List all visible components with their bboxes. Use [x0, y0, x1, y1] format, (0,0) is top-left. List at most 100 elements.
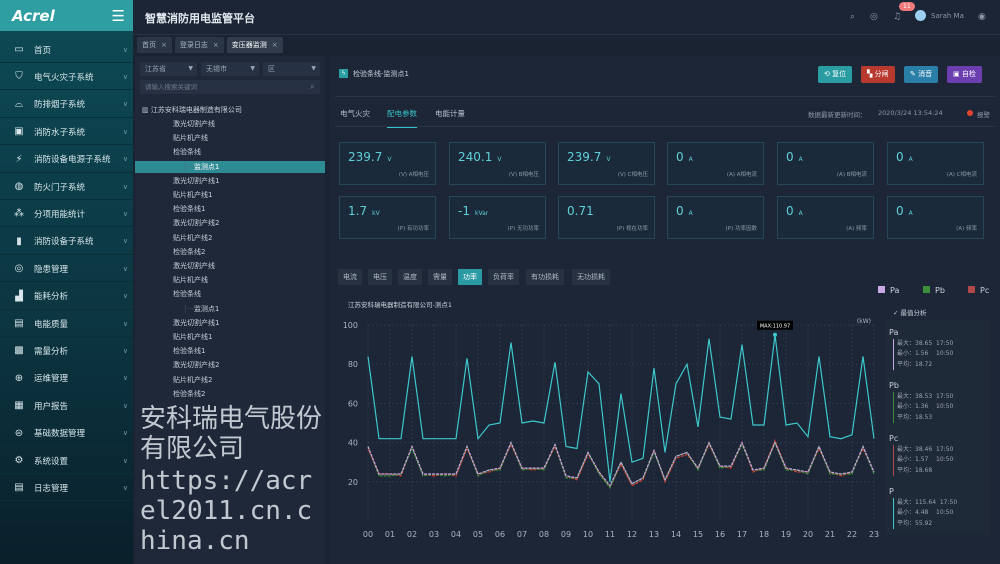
sidebar-item-label: 防排烟子系统 [34, 100, 86, 111]
chart-tab[interactable]: 温度 [398, 269, 422, 285]
tree-node[interactable]: 激光切割产线2 [135, 217, 325, 229]
extreme-label: 最值分析 [900, 309, 927, 317]
sidebar-item[interactable]: ▭ 首页 ∨ [0, 37, 133, 63]
x-tick-label: 07 [517, 530, 527, 539]
sidebar-item[interactable]: ▮ 消防设备子系统 ∨ [0, 229, 133, 255]
legend-swatch [878, 286, 885, 293]
sidebar-item[interactable]: ▣ 消防水子系统 ∨ [0, 119, 133, 146]
sidebar-item[interactable]: ⛉ 电气火灾子系统 ∨ [0, 64, 133, 91]
sidebar-item[interactable]: ◍ 防火门子系统 ∨ [0, 174, 133, 200]
district-select[interactable]: 区 ▼ [263, 62, 320, 76]
tree-node[interactable]: 激光切割产线1 [135, 317, 325, 329]
sidebar-item-label: 运维管理 [34, 374, 69, 385]
sidebar-item[interactable]: ⁂ 分项用能统计 ∨ [0, 201, 133, 228]
action-button[interactable]: ▣ 自检 [947, 66, 982, 83]
tab[interactable]: 登录日志 × [174, 37, 224, 53]
stat-min-time: 10:50 [936, 456, 954, 463]
tree-node[interactable]: 激光切割产线 [135, 118, 325, 130]
home-icon: ▭ [14, 44, 24, 55]
tree-node[interactable]: 贴片机产线1 [135, 331, 325, 343]
panel-tab[interactable]: 配电参数 [387, 108, 417, 128]
legend-item[interactable]: Pb [923, 286, 945, 295]
stat-values: 最大：38.65 17:50 最小：1.56 10:50 平均：18.72 [893, 338, 953, 370]
tree-root[interactable]: ▥ 江苏安科瑞电器制造有限公司 [135, 104, 325, 116]
city-select[interactable]: 无锡市 ▼ [201, 62, 259, 76]
action-button[interactable]: ⟲ 复位 [818, 66, 853, 83]
sidebar-item[interactable]: ⚡ 消防设备电源子系统 ∨ [0, 147, 133, 173]
chart-tab[interactable]: 负荷率 [488, 269, 519, 285]
tree-node[interactable]: 贴片机产线 [135, 132, 325, 144]
legend-item[interactable]: Pc [968, 286, 989, 295]
avatar[interactable] [915, 10, 926, 21]
tree-node[interactable]: 贴片机产线2 [135, 232, 325, 244]
sidebar-item[interactable]: ▤ 日志管理 ∨ [0, 475, 133, 502]
panel-tab[interactable]: 电能计量 [435, 109, 465, 118]
sidebar-item[interactable]: ⚙ 系统设置 ∨ [0, 448, 133, 474]
close-icon[interactable]: × [212, 41, 219, 49]
stat-avg: 18.68 [915, 466, 933, 474]
tree-node[interactable]: 检验条线 [135, 288, 325, 300]
sidebar-item[interactable]: ◎ 隐患管理 ∨ [0, 256, 133, 283]
tab[interactable]: 变压器监测 × [226, 37, 283, 53]
stat-max-time: 17:50 [936, 392, 954, 400]
chart-tab[interactable]: 功率 [458, 269, 482, 285]
metric-unit: V [606, 156, 611, 163]
close-icon[interactable]: × [161, 41, 167, 49]
tree-node[interactable]: 贴片机产线2 [135, 374, 325, 386]
tree-node[interactable]: 贴片机产线 [135, 274, 325, 286]
chart-tab[interactable]: 电压 [368, 269, 392, 285]
sidebar-item[interactable]: ⊕ 运维管理 ∨ [0, 366, 133, 392]
chart-tab[interactable]: 无功损耗 [572, 269, 610, 285]
tree-node[interactable]: 检验条线1 [135, 345, 325, 357]
globe-icon: ⊕ [14, 372, 24, 384]
menu-toggle-icon[interactable]: ☰ [111, 6, 125, 25]
tree-node[interactable]: ┆···监测点1 [135, 160, 325, 173]
tree-node[interactable]: ┆···监测点1 [135, 303, 325, 315]
action-button[interactable]: ✎ 消音 [904, 66, 939, 83]
sidebar-item[interactable]: ▦ 用户报告 ∨ [0, 393, 133, 420]
tree-node-label: 激光切割产线 [173, 120, 215, 128]
dashboard-icon[interactable]: ◎ [870, 12, 878, 22]
metric-label: B相电压 [518, 172, 539, 178]
tree-node[interactable]: 激光切割产线2 [135, 359, 325, 371]
stat-avg-label: 平均： [897, 413, 916, 421]
chevron-down-icon: ∨ [122, 45, 128, 54]
search-icon[interactable]: ⌕ [850, 12, 856, 22]
search-icon[interactable]: ⌕ [309, 82, 315, 92]
legend-item[interactable]: Pa [878, 286, 899, 295]
sidebar-item[interactable]: ⌓ 防排烟子系统 ∨ [0, 92, 133, 118]
tree-node[interactable]: 激光切割产线1 [135, 175, 325, 187]
tree-node[interactable]: 检验条线 [135, 146, 325, 158]
chart-tab[interactable]: 有功损耗 [526, 269, 564, 285]
extinguisher-icon: ▮ [16, 235, 22, 247]
sidebar-item[interactable]: ⊜ 基础数据管理 ∨ [0, 421, 133, 447]
close-icon[interactable]: × [271, 41, 278, 49]
series-line-P [367, 334, 875, 482]
sidebar-item[interactable]: ▩ 需量分析 ∨ [0, 338, 133, 365]
chart-tab[interactable]: 电流 [338, 269, 362, 285]
bell-icon[interactable]: ♫ [893, 12, 902, 22]
tree-node[interactable]: 检验条线2 [135, 246, 325, 258]
tree-node[interactable]: 检验条线2 [135, 388, 325, 400]
sidebar-item[interactable]: ▤ 电能质量 ∨ [0, 311, 133, 337]
chart-tab[interactable]: 需量 [428, 269, 452, 285]
sidebar-item[interactable]: ▟ 能耗分析 ∨ [0, 284, 133, 310]
user-name[interactable]: Sarah Ma [931, 12, 964, 20]
tab[interactable]: 首页 × [137, 37, 172, 53]
search-input[interactable]: 请输入搜索关键词 ⌕ [140, 80, 320, 94]
y-axis-unit: (kW) [857, 318, 871, 325]
tree-node[interactable]: 贴片机产线1 [135, 189, 325, 201]
province-select[interactable]: 江苏省 ▼ [140, 62, 197, 76]
extreme-checkbox[interactable]: ✓ 最值分析 [893, 309, 927, 317]
tree-node[interactable]: 检验条线1 [135, 203, 325, 215]
tree-node-label: 激光切割产线 [173, 262, 215, 270]
metric-icon: (P) [397, 226, 407, 232]
tree-node[interactable]: 激光切割产线 [135, 260, 325, 272]
y-tick-label: 100 [343, 321, 358, 330]
sidebar-item-label: 首页 [34, 45, 52, 56]
metric-icon: (A) [946, 172, 957, 178]
globe-icon[interactable]: ◉ [978, 12, 986, 22]
action-button[interactable]: ▚ 分闸 [861, 66, 895, 83]
panel-tab[interactable]: 电气火灾 [340, 109, 370, 118]
